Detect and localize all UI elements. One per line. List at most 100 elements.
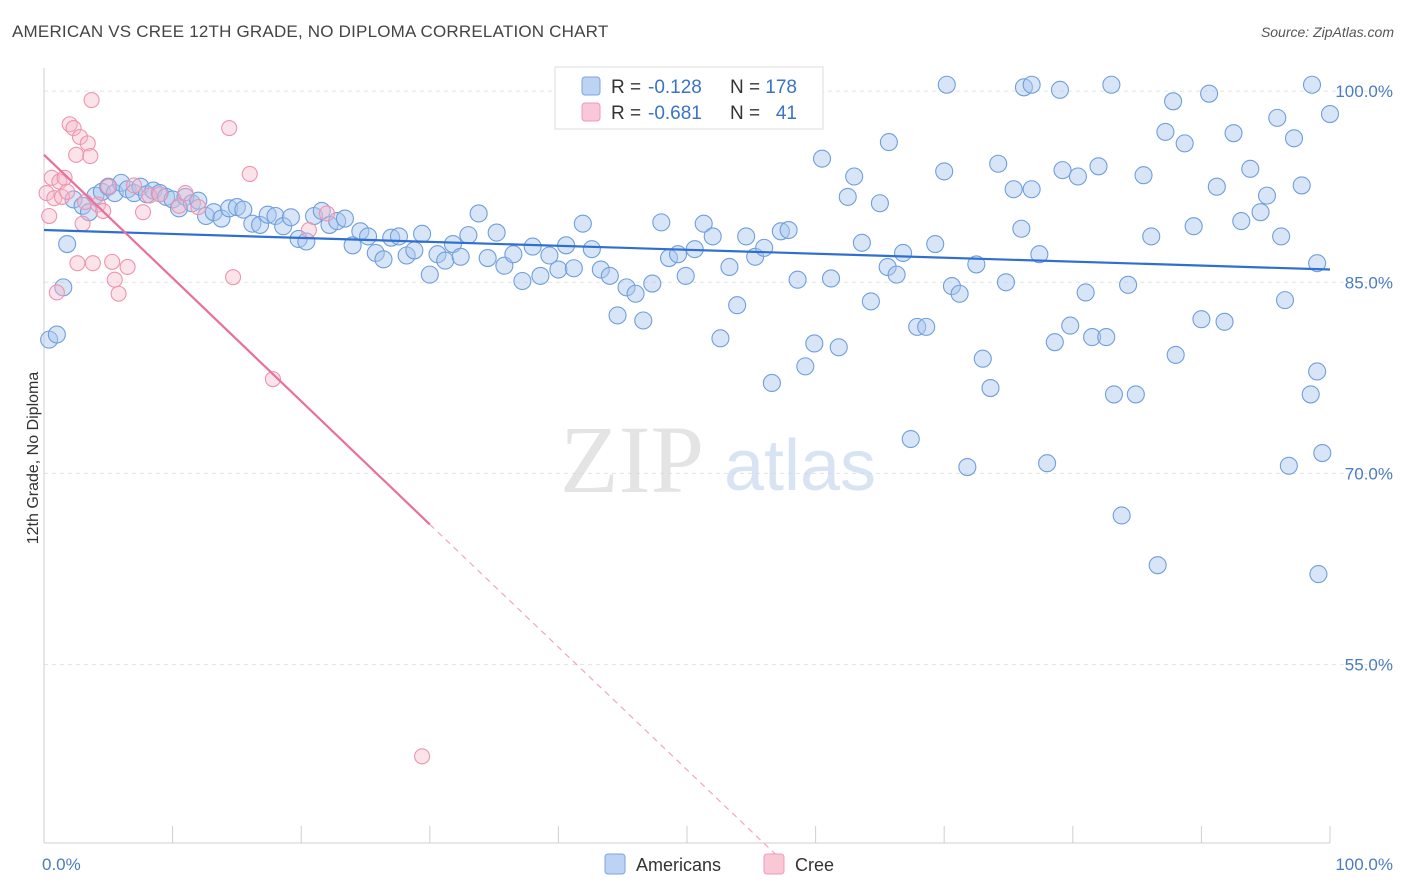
americans-trend-line — [43, 228, 1331, 271]
americans-point — [1022, 75, 1041, 94]
x-tick-labels: 0.0% 100.0% — [42, 855, 1393, 874]
legend-n-label-1: N = — [730, 77, 760, 98]
cree-point — [264, 371, 281, 388]
americans-point — [634, 311, 653, 330]
americans-point — [504, 245, 523, 264]
americans-point — [1076, 283, 1095, 302]
americans-point — [805, 334, 824, 353]
americans-point — [487, 223, 506, 242]
cree-point — [151, 186, 168, 203]
cree-point — [125, 177, 143, 194]
legend-swatch-cree — [581, 102, 601, 122]
bottom-swatch-cree — [763, 853, 785, 875]
stats-legend: R = -0.128 N = 178 R = -0.681 N = 41 — [554, 66, 824, 130]
americans-point — [1268, 108, 1287, 127]
americans-point — [564, 259, 583, 278]
americans-point — [1119, 275, 1138, 294]
americans-point — [870, 194, 889, 213]
cree-point — [241, 165, 258, 183]
americans-point — [1012, 219, 1031, 238]
americans-point — [478, 249, 497, 268]
cree-points — [38, 91, 431, 765]
americans-point — [694, 214, 713, 233]
cree-point — [177, 185, 194, 202]
americans-point — [1148, 556, 1167, 575]
americans-point — [335, 209, 354, 228]
americans-point — [1313, 443, 1332, 463]
cree-point — [84, 255, 101, 272]
cree-point — [48, 284, 65, 301]
x-tick-label-0: 0.0% — [42, 855, 81, 874]
americans-point — [549, 260, 568, 279]
americans-point — [755, 238, 774, 257]
americans-point — [1089, 157, 1108, 176]
americans-point — [1275, 291, 1295, 310]
americans-point — [1164, 92, 1183, 111]
americans-point — [942, 277, 961, 296]
cree-point — [41, 207, 58, 225]
americans-point — [829, 338, 848, 357]
watermark-atlas: atlas — [724, 426, 876, 506]
americans-point — [1207, 177, 1226, 196]
americans-point — [1184, 217, 1203, 236]
cree-point — [83, 91, 100, 109]
cree-trend-line — [43, 154, 431, 526]
cree-point — [65, 120, 82, 137]
cree-point — [38, 185, 55, 202]
americans-point — [47, 325, 66, 344]
americans-point — [1045, 333, 1064, 352]
watermark-zip: ZIP — [560, 406, 704, 513]
americans-point — [600, 266, 619, 285]
y-axis-label: 12th Grade, No Diploma — [25, 372, 42, 545]
cree-point — [170, 197, 188, 214]
source-label: Source: ZipAtlas.com — [1260, 24, 1394, 40]
americans-point — [1302, 75, 1322, 94]
americans-point — [459, 226, 478, 245]
americans-point — [189, 191, 208, 210]
americans-point — [626, 284, 645, 303]
legend-r-label-1: R = — [611, 77, 641, 98]
americans-point — [812, 149, 832, 168]
americans-point — [212, 209, 231, 228]
cree-point — [68, 146, 85, 163]
americans-point — [973, 349, 992, 368]
americans-point — [1232, 212, 1251, 231]
x-tick-label-1: 100.0% — [1335, 855, 1393, 874]
americans-point — [1308, 362, 1327, 381]
americans-point — [879, 133, 898, 152]
americans-point — [112, 173, 131, 192]
cree-point — [43, 169, 60, 186]
americans-point — [845, 167, 864, 186]
americans-point — [343, 236, 362, 255]
y-tick-labels: 100.0% 85.0% 70.0% 55.0% — [1335, 82, 1393, 674]
legend-n-value-cree: 41 — [776, 103, 797, 124]
americans-point — [1068, 167, 1087, 186]
cree-point — [82, 148, 99, 165]
americans-point — [981, 378, 1000, 398]
cree-point — [190, 199, 207, 216]
americans-point — [967, 255, 986, 274]
americans-point — [676, 266, 695, 285]
legend-n-value-americans: 178 — [765, 77, 797, 98]
cree-point — [89, 196, 107, 213]
americans-point — [1215, 312, 1234, 331]
legend-n-label-2: N = — [730, 103, 760, 124]
watermark: ZIP atlas — [560, 406, 876, 513]
americans-point — [1156, 122, 1175, 141]
bottom-legend-americans: Americans — [636, 855, 721, 875]
cree-point — [56, 169, 73, 186]
americans-point — [1309, 565, 1328, 584]
americans-point — [1175, 134, 1194, 153]
bottom-swatch-americans — [604, 853, 626, 875]
cree-point — [221, 120, 238, 137]
cree-point — [69, 255, 86, 272]
americans-point — [1097, 328, 1116, 347]
series-legend: Americans Cree — [604, 853, 834, 875]
americans-point — [958, 458, 977, 477]
americans-point — [1272, 227, 1291, 246]
americans-point — [861, 292, 880, 311]
americans-point — [852, 233, 871, 252]
americans-point — [1192, 310, 1211, 329]
americans-point — [1292, 176, 1311, 195]
americans-point — [451, 247, 470, 266]
